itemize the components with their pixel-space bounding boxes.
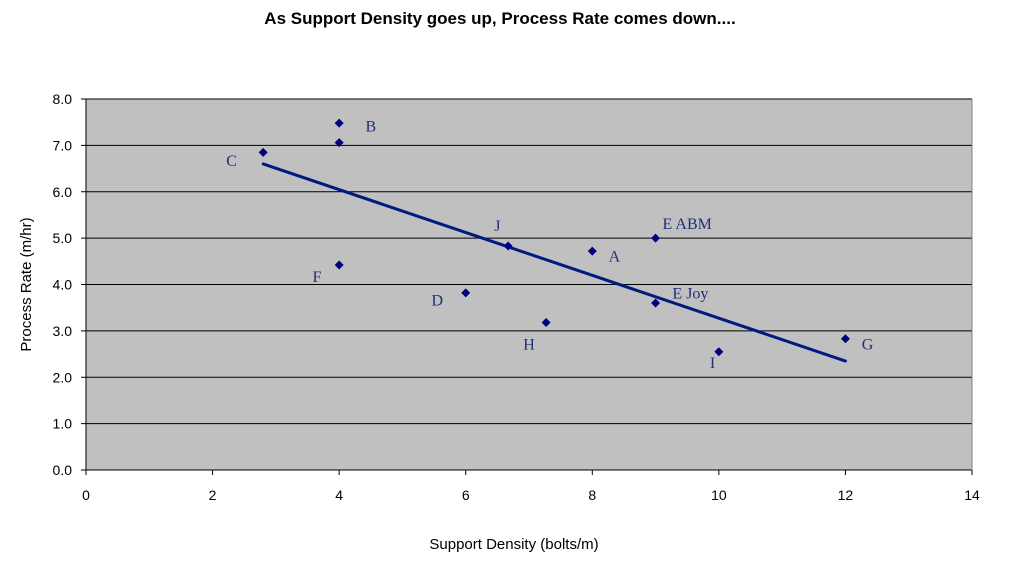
- point-label-7: E Joy: [672, 285, 708, 302]
- point-label-3: E ABM: [663, 216, 712, 233]
- trendline: [261, 162, 847, 363]
- x-tick-label-4: 8: [588, 487, 596, 503]
- y-tick-labels: 0.0 1.0 2.0 3.0 4.0 5.0 6.0 7.0 8.0: [53, 91, 73, 478]
- point-label-8: H: [523, 336, 535, 353]
- x-tick-label-1: 2: [209, 487, 217, 503]
- plot-area: [81, 98, 973, 475]
- data-point-8: [651, 233, 661, 243]
- y-tick-label-5: 5.0: [53, 230, 73, 246]
- x-axis-title: Support Density (bolts/m): [429, 536, 598, 553]
- y-tick-label-3: 3.0: [53, 323, 73, 339]
- data-point-2: [334, 138, 344, 148]
- data-point-6: [541, 318, 551, 328]
- data-point-4: [461, 288, 471, 298]
- data-point-11: [840, 334, 850, 344]
- data-point-9: [651, 298, 661, 308]
- axes: [81, 98, 973, 475]
- data-point-1: [334, 118, 344, 128]
- point-label-6: D: [431, 292, 443, 309]
- data-point-5: [503, 241, 513, 251]
- x-tick-label-3: 6: [462, 487, 470, 503]
- point-label-9: G: [862, 336, 874, 353]
- chart-title: As Support Density goes up, Process Rate…: [264, 9, 736, 28]
- x-tick-labels: 0 2 4 6 8 10 12 14: [82, 487, 980, 503]
- y-axis-title: Process Rate (m/hr): [18, 217, 35, 351]
- data-point-3: [334, 260, 344, 270]
- point-label-10: I: [710, 355, 715, 372]
- y-tick-label-4: 4.0: [53, 277, 73, 293]
- point-label-0: B: [365, 118, 376, 135]
- point-label-5: F: [313, 269, 322, 286]
- point-label-2: J: [494, 218, 500, 235]
- trendline-layer: [261, 162, 847, 363]
- gridlines: [86, 98, 972, 425]
- data-points: [258, 118, 850, 357]
- point-label-1: C: [226, 153, 237, 170]
- x-tick-label-6: 12: [838, 487, 854, 503]
- data-point-10: [714, 347, 724, 357]
- data-point-0: [258, 147, 268, 157]
- data-point-7: [587, 246, 597, 256]
- y-tick-label-6: 6.0: [53, 184, 73, 200]
- y-tick-label-2: 2.0: [53, 369, 73, 385]
- x-tick-label-0: 0: [82, 487, 90, 503]
- point-labels: B C J E ABM A F D E Joy H G I: [226, 118, 874, 372]
- y-tick-label-1: 1.0: [53, 416, 73, 432]
- x-tick-label-5: 10: [711, 487, 727, 503]
- x-tick-label-2: 4: [335, 487, 343, 503]
- y-tick-label-0: 0.0: [53, 462, 73, 478]
- x-tick-label-7: 14: [964, 487, 980, 503]
- y-tick-label-7: 7.0: [53, 137, 73, 153]
- y-tick-label-8: 8.0: [53, 91, 73, 107]
- point-label-4: A: [609, 248, 621, 265]
